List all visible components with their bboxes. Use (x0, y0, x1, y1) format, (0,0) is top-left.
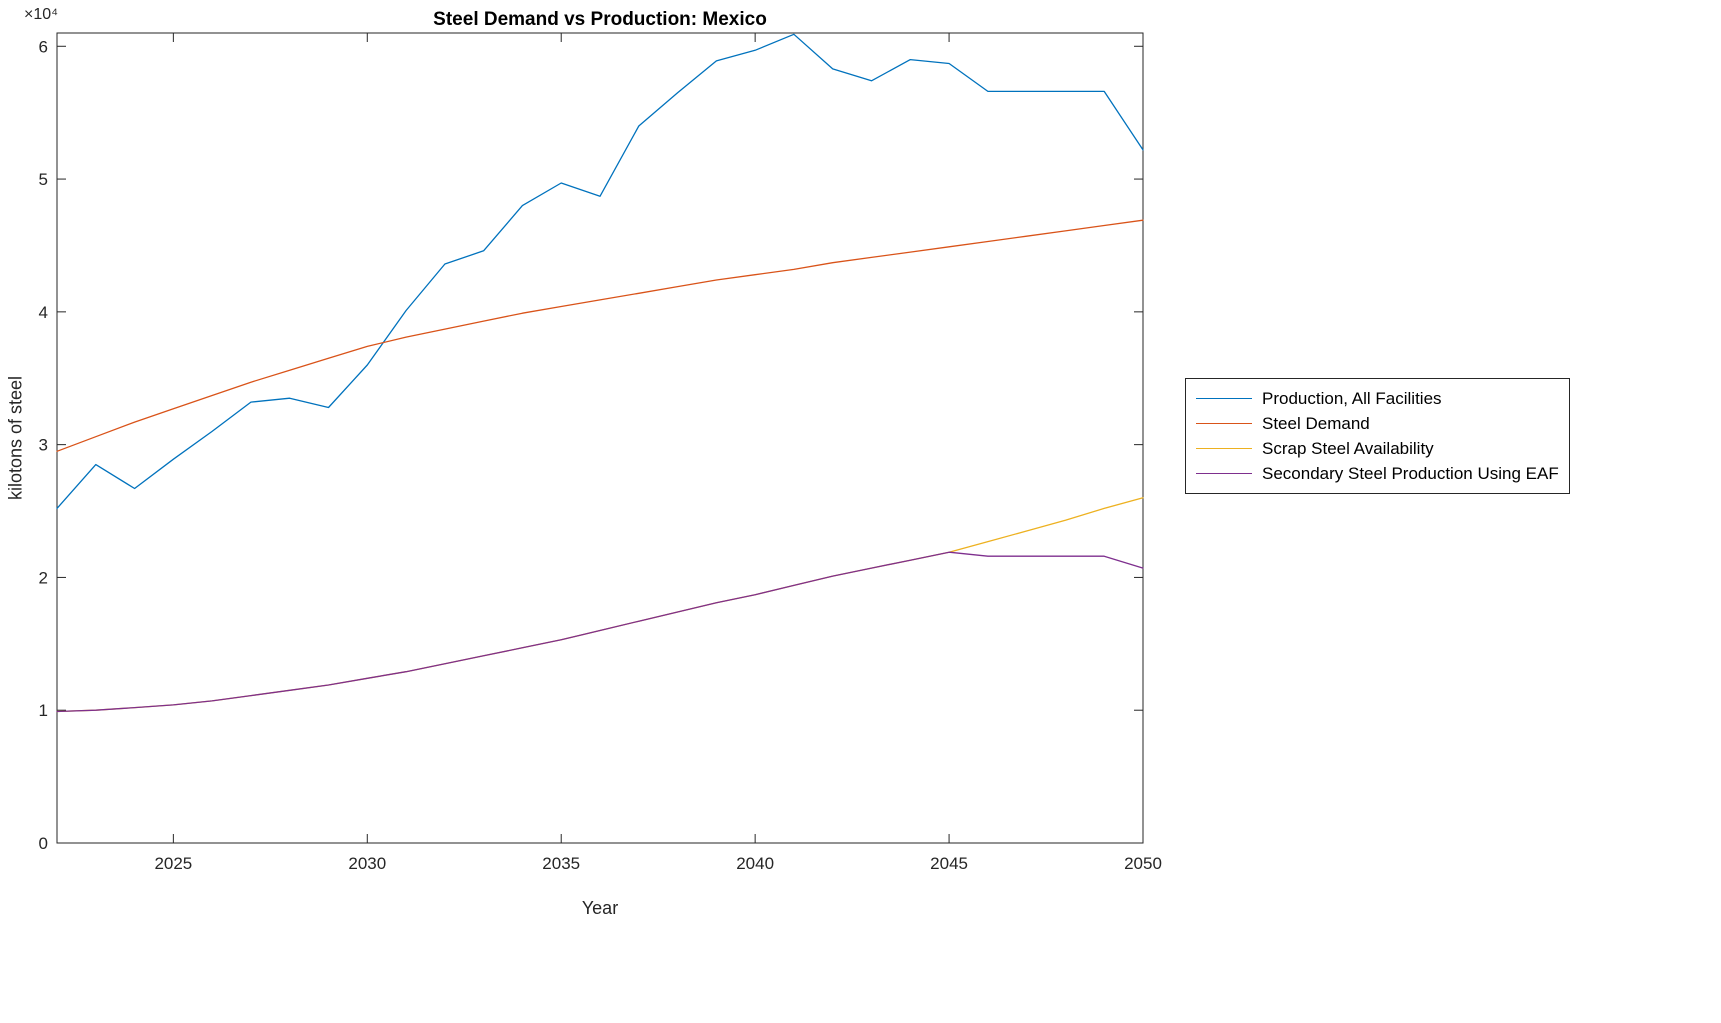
y-axis-exponent: ×10⁴ (24, 6, 59, 23)
series-line (56, 497, 1144, 713)
legend-line-swatch (1196, 447, 1252, 450)
x-tick-label: 2050 (1124, 854, 1162, 873)
y-tick-label: 4 (39, 303, 48, 322)
legend-line-swatch (1196, 422, 1252, 425)
x-tick-label: 2035 (542, 854, 580, 873)
x-tick-label: 2040 (736, 854, 774, 873)
series-line (56, 551, 1144, 713)
x-tick-label: 2045 (930, 854, 968, 873)
legend: Production, All Facilities Steel Demand … (1185, 378, 1570, 494)
axes-box (56, 32, 1144, 844)
x-axis-label: Year (581, 898, 619, 918)
y-tick-label: 6 (39, 37, 48, 56)
series-line (56, 219, 1144, 452)
y-axis-label: kilotons of steel (5, 375, 26, 501)
y-tick-label: 3 (39, 436, 48, 455)
y-tick-label: 1 (39, 701, 48, 720)
legend-item: Steel Demand (1196, 411, 1559, 436)
legend-label: Production, All Facilities (1262, 388, 1442, 408)
chart-title: Steel Demand vs Production: Mexico (433, 9, 767, 30)
y-tick-label: 0 (39, 834, 48, 853)
x-tick-label: 2025 (154, 854, 192, 873)
legend-label: Secondary Steel Production Using EAF (1262, 463, 1559, 483)
legend-item: Secondary Steel Production Using EAF (1196, 461, 1559, 486)
legend-item: Production, All Facilities (1196, 386, 1559, 411)
legend-label: Scrap Steel Availability (1262, 438, 1434, 458)
legend-line-swatch (1196, 472, 1252, 475)
legend-line-swatch (1196, 397, 1252, 400)
y-tick-label: 5 (39, 170, 48, 189)
legend-label: Steel Demand (1262, 413, 1370, 433)
legend-item: Scrap Steel Availability (1196, 436, 1559, 461)
series-line (56, 33, 1144, 510)
x-tick-label: 2030 (348, 854, 386, 873)
y-tick-label: 2 (39, 568, 48, 587)
